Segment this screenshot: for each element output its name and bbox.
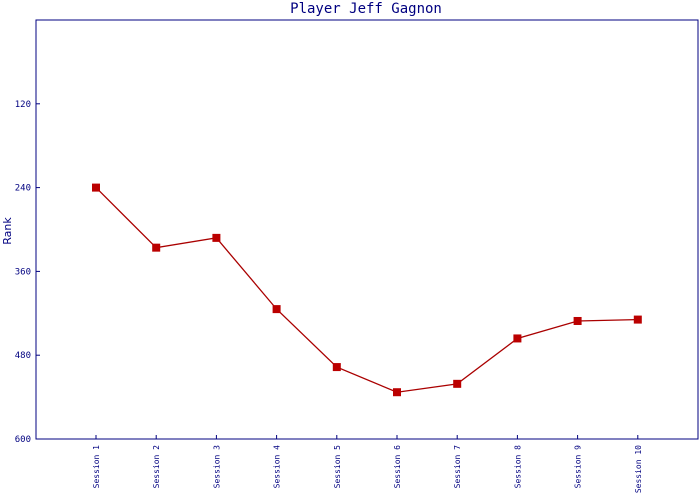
x-tick-label: Session 5 xyxy=(333,445,342,489)
x-tick-label: Session 6 xyxy=(393,445,402,489)
data-point xyxy=(332,363,341,372)
data-point xyxy=(393,388,401,397)
data-point xyxy=(513,334,522,343)
rank-series xyxy=(92,183,642,397)
x-tick-label: Session 4 xyxy=(273,445,282,489)
x-tick-label: Session 7 xyxy=(453,445,462,489)
y-tick-label: 360 xyxy=(15,267,31,277)
y-tick-label: 600 xyxy=(15,435,31,445)
plot-area xyxy=(35,19,699,440)
y-axis-label: Rank xyxy=(1,217,14,245)
data-point xyxy=(92,183,100,192)
data-point xyxy=(212,233,221,242)
y-tick-label: 240 xyxy=(15,184,31,194)
x-tick-label: Session 9 xyxy=(574,445,583,489)
x-axis-ticks: Session 1 Session 2 Session 3 Session 4 Sess… xyxy=(92,435,643,493)
x-tick-label: Session 8 xyxy=(513,445,522,489)
x-tick-label: Session 1 xyxy=(92,445,101,489)
data-point xyxy=(453,379,462,388)
x-tick-label: Session 10 xyxy=(634,445,643,493)
data-point xyxy=(633,315,642,324)
data-point xyxy=(152,243,161,252)
y-axis-ticks: 120 240 360 480 600 xyxy=(15,100,40,445)
series-line xyxy=(95,187,638,393)
x-tick-label: Session 2 xyxy=(152,445,161,489)
y-tick-label: 120 xyxy=(15,100,31,110)
data-point xyxy=(573,316,582,325)
chart-title: Player Jeff Gagnon xyxy=(290,1,442,17)
data-point xyxy=(272,305,281,314)
y-tick-label: 480 xyxy=(15,351,31,361)
x-tick-label: Session 3 xyxy=(212,445,221,489)
